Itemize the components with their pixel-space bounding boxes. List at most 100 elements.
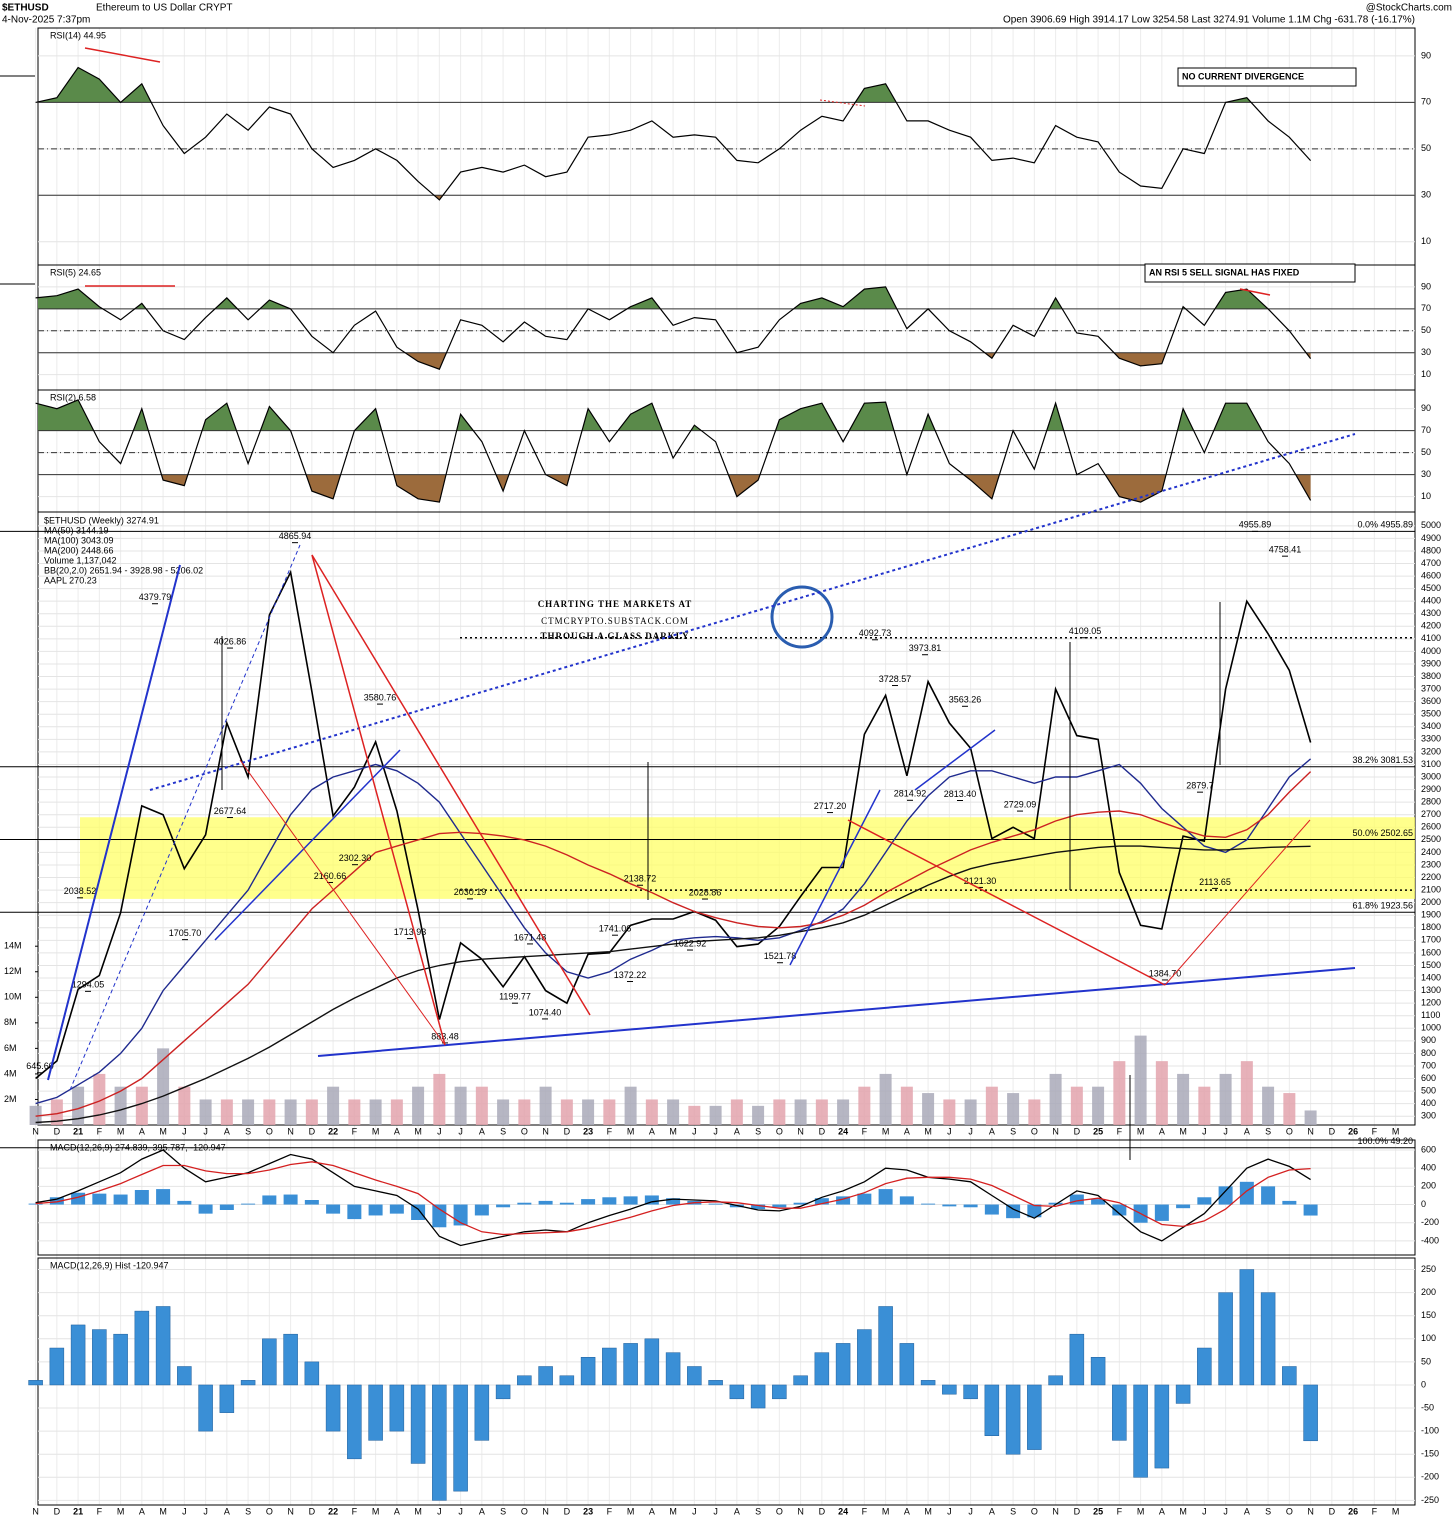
panel-title: MACD(12,26,9) Hist -120.947 bbox=[50, 1260, 169, 1270]
fib-label: 100.0% 49.20 bbox=[1357, 1136, 1413, 1146]
x-tick-label: J bbox=[947, 1126, 952, 1136]
volume-bar bbox=[1092, 1086, 1105, 1125]
volume-bar bbox=[985, 1086, 998, 1125]
x-tick-label: M bbox=[627, 1126, 635, 1136]
macd-hist-bar bbox=[113, 1194, 128, 1205]
hist-bar bbox=[1027, 1384, 1042, 1450]
note-box bbox=[1177, 67, 1357, 87]
y-tick-label: 50 bbox=[1421, 1356, 1431, 1366]
annotation: 1671.48 bbox=[514, 932, 547, 942]
y-tick-label: 1400 bbox=[1421, 972, 1441, 982]
x-tick-label: N bbox=[797, 1126, 804, 1136]
hist-bar bbox=[1218, 1292, 1233, 1386]
hist-bar bbox=[750, 1384, 766, 1409]
y-tick-label: 4000 bbox=[1421, 646, 1441, 656]
hist-bar bbox=[1260, 1292, 1276, 1386]
x-tick-label: F bbox=[1117, 1506, 1123, 1516]
x-tick-label: N bbox=[1052, 1506, 1059, 1516]
x-tick-label: J bbox=[713, 1126, 718, 1136]
y-tick-label: 4500 bbox=[1421, 583, 1441, 593]
macd-hist-bar bbox=[304, 1200, 319, 1205]
x-tick-label: O bbox=[521, 1506, 528, 1516]
volume-bar bbox=[1155, 1061, 1168, 1125]
volume-bar bbox=[709, 1105, 722, 1125]
y-tick-label: 2200 bbox=[1421, 872, 1441, 882]
y-tick-label: 30 bbox=[1421, 469, 1431, 479]
hist-bar bbox=[1175, 1384, 1191, 1404]
volume-bar bbox=[1177, 1073, 1190, 1125]
source: @StockCharts.com bbox=[1366, 3, 1452, 14]
hist-bar bbox=[1197, 1347, 1212, 1386]
hist-bar bbox=[28, 1380, 43, 1386]
y-tick-label: 400 bbox=[1421, 1163, 1436, 1173]
x-tick-label: A bbox=[1244, 1506, 1250, 1516]
legend-entry: MA(100) 3043.09 bbox=[44, 535, 114, 545]
x-tick-label: 21 bbox=[73, 1506, 83, 1516]
hist-bar bbox=[814, 1352, 830, 1386]
macd-hist-bar bbox=[751, 1204, 766, 1210]
instrument-name: Ethereum to US Dollar CRYPT bbox=[96, 3, 233, 14]
legend-entry: MA(50) 3144.19 bbox=[44, 525, 109, 535]
x-tick-label: 22 bbox=[328, 1126, 338, 1136]
trend-line bbox=[847, 819, 1166, 986]
y-tick-label: 70 bbox=[1421, 303, 1431, 313]
x-tick-label: F bbox=[97, 1126, 103, 1136]
hist-bar bbox=[857, 1329, 872, 1386]
y2-tick-label: 2M bbox=[4, 1094, 17, 1104]
macd-hist-bar bbox=[538, 1200, 553, 1205]
x-tick-label: J bbox=[692, 1126, 697, 1136]
panel-title: RSI(5) 24.65 bbox=[50, 267, 101, 277]
x-tick-label: D bbox=[1074, 1506, 1081, 1516]
hist-bar bbox=[644, 1338, 660, 1386]
x-tick-label: M bbox=[1179, 1506, 1187, 1516]
volume-bar bbox=[667, 1099, 680, 1125]
annotation: 4955.89 bbox=[1239, 520, 1272, 530]
volume-bar bbox=[603, 1099, 616, 1125]
trend-line bbox=[47, 564, 181, 1081]
y-tick-label: 50 bbox=[1421, 325, 1431, 335]
panel-title: MACD(12,26,9) 274.839, 395.787, -120.947 bbox=[50, 1142, 226, 1152]
volume-bar bbox=[454, 1086, 467, 1125]
x-tick-label: S bbox=[1265, 1506, 1271, 1516]
annotation: 4379.79 bbox=[139, 592, 172, 602]
macd-hist-bar bbox=[1048, 1202, 1063, 1205]
volume-bar bbox=[1134, 1035, 1147, 1125]
y-tick-label: 600 bbox=[1421, 1073, 1436, 1083]
macd-hist-bar bbox=[857, 1193, 872, 1205]
y-tick-label: 4800 bbox=[1421, 545, 1441, 555]
volume-bar bbox=[305, 1099, 318, 1125]
x-tick-label: N bbox=[797, 1506, 804, 1516]
y-tick-label: 4200 bbox=[1421, 621, 1441, 631]
macd-hist-bar bbox=[1239, 1181, 1254, 1205]
macd-hist-bar bbox=[156, 1189, 171, 1205]
annotation: 2677.64 bbox=[214, 806, 247, 816]
x-tick-label: N bbox=[542, 1126, 549, 1136]
x-tick-label: S bbox=[1010, 1506, 1016, 1516]
trend-line bbox=[214, 749, 401, 941]
x-tick-label: J bbox=[1223, 1506, 1228, 1516]
macd-hist-bar bbox=[602, 1197, 617, 1205]
annotation: 2038.52 bbox=[64, 886, 97, 896]
hist-bar bbox=[113, 1333, 128, 1386]
volume-bar bbox=[263, 1099, 276, 1125]
y-tick-label: 30 bbox=[1421, 347, 1431, 357]
hist-bar bbox=[623, 1343, 638, 1386]
macd-hist-bar bbox=[1282, 1200, 1297, 1205]
y-tick-label: 2300 bbox=[1421, 859, 1441, 869]
y-tick-label: 2500 bbox=[1421, 834, 1441, 844]
annotation: 1713.93 bbox=[394, 927, 427, 937]
volume-bar bbox=[412, 1086, 425, 1125]
y-tick-label: 70 bbox=[1421, 97, 1431, 107]
y-tick-label: 1000 bbox=[1421, 1023, 1441, 1033]
hist-bar bbox=[453, 1384, 468, 1492]
divergence-line bbox=[819, 99, 866, 107]
x-tick-label: M bbox=[627, 1506, 635, 1516]
volume-bar bbox=[1070, 1086, 1083, 1125]
x-tick-label: J bbox=[1223, 1126, 1228, 1136]
x-tick-label: A bbox=[139, 1126, 145, 1136]
y-tick-label: 100 bbox=[1421, 1333, 1436, 1343]
y-tick-label: -200 bbox=[1421, 1472, 1439, 1482]
symbol: $ETHUSD bbox=[2, 3, 49, 14]
x-tick-label: A bbox=[394, 1506, 400, 1516]
